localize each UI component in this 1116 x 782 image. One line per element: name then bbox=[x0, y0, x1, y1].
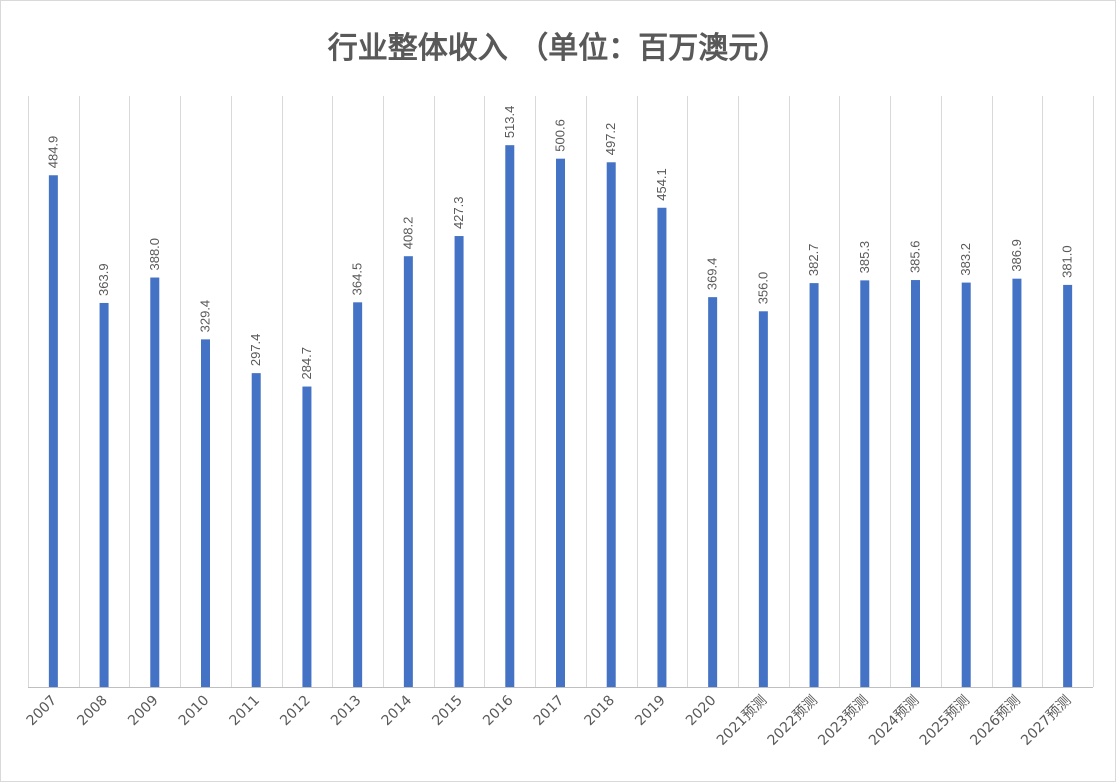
x-tick-label: 2019 bbox=[632, 693, 669, 730]
data-label: 500.6 bbox=[553, 119, 568, 152]
bar bbox=[251, 373, 261, 687]
bar bbox=[657, 207, 667, 687]
x-tick-label: 2018 bbox=[582, 693, 619, 730]
x-tick-label: 2023预测 bbox=[815, 693, 871, 749]
bar bbox=[556, 158, 565, 687]
data-label: 386.9 bbox=[1009, 239, 1024, 272]
bar bbox=[606, 162, 616, 687]
data-label: 369.4 bbox=[705, 258, 720, 291]
bar bbox=[302, 386, 312, 687]
x-tick-label: 2017 bbox=[531, 693, 568, 730]
data-label: 427.3 bbox=[451, 196, 466, 229]
bar bbox=[454, 236, 464, 687]
x-tick-label: 2026预测 bbox=[967, 693, 1023, 749]
bar bbox=[809, 283, 819, 687]
bar bbox=[150, 277, 160, 687]
data-label: 383.2 bbox=[958, 243, 973, 276]
data-label: 454.1 bbox=[654, 168, 669, 201]
x-tick-label: 2013 bbox=[328, 693, 365, 730]
bar bbox=[48, 175, 58, 687]
bar bbox=[353, 302, 363, 687]
bar bbox=[911, 280, 920, 687]
x-tick-label: 2025预测 bbox=[917, 693, 973, 749]
data-label: 363.9 bbox=[96, 263, 111, 296]
data-label: 297.4 bbox=[248, 334, 263, 367]
chart-title: 行业整体收入 （单位：百万澳元） bbox=[327, 31, 789, 66]
data-label: 382.7 bbox=[806, 244, 821, 277]
x-tick-label: 2024预测 bbox=[866, 693, 922, 749]
bar bbox=[403, 256, 413, 687]
x-tick-label: 2014 bbox=[379, 692, 416, 729]
bar bbox=[758, 311, 768, 687]
x-tick-label: 2012 bbox=[277, 693, 314, 730]
bar bbox=[961, 282, 971, 687]
data-label: 408.2 bbox=[400, 217, 415, 250]
x-tick-label: 2015 bbox=[429, 693, 466, 730]
data-label: 385.6 bbox=[908, 241, 923, 274]
x-tick-label: 2021预测 bbox=[714, 693, 770, 749]
bar bbox=[99, 302, 109, 687]
x-tick-label: 2008 bbox=[74, 693, 111, 730]
data-label: 356.0 bbox=[755, 272, 770, 305]
data-label: 388.0 bbox=[147, 238, 162, 271]
data-label: 497.2 bbox=[603, 123, 618, 156]
x-tick-label: 2027预测 bbox=[1018, 693, 1074, 749]
x-tick-label: 2022预测 bbox=[765, 693, 821, 749]
x-tick-label: 2007 bbox=[24, 693, 61, 730]
x-tick-label: 2020 bbox=[683, 693, 720, 730]
data-label: 284.7 bbox=[299, 347, 314, 380]
data-label: 513.4 bbox=[502, 106, 517, 139]
bar bbox=[1012, 278, 1022, 687]
data-label: 484.9 bbox=[45, 136, 60, 169]
data-label: 385.3 bbox=[857, 241, 872, 274]
bar bbox=[505, 145, 515, 688]
bar bbox=[708, 297, 718, 687]
bar bbox=[201, 339, 210, 687]
bar bbox=[1063, 284, 1073, 687]
x-tick-label: 2009 bbox=[125, 693, 162, 730]
bar bbox=[860, 280, 870, 687]
x-tick-label: 2010 bbox=[176, 693, 213, 730]
x-tick-label: 2011 bbox=[227, 693, 264, 730]
data-label: 381.0 bbox=[1060, 245, 1075, 278]
data-label: 364.5 bbox=[350, 263, 365, 296]
data-label: 329.4 bbox=[198, 300, 213, 333]
x-tick-label: 2016 bbox=[480, 692, 517, 729]
